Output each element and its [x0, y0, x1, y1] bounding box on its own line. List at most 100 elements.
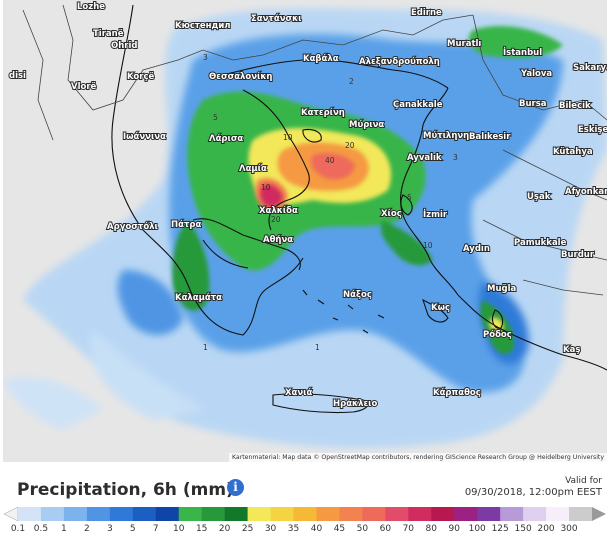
place-label: Χανιά [285, 388, 312, 398]
colorbar-tick-label: 20 [218, 524, 231, 534]
colorbar-swatch [86, 507, 111, 521]
contour-label: 1 [315, 343, 320, 352]
colorbar-swatch [569, 507, 593, 521]
info-icon[interactable]: i [227, 479, 244, 496]
colorbar-swatch [247, 507, 272, 521]
place-label: Λάρισα [209, 134, 243, 144]
place-label: Καβάλα [303, 54, 339, 64]
colorbar-tick-label: 45 [333, 524, 346, 534]
colorbar-tick-label: 15 [195, 524, 208, 534]
place-label: Kütahya [553, 147, 593, 157]
place-label: Tiranë [93, 29, 124, 39]
colorbar-tick-label: 0.5 [33, 524, 49, 534]
colorbar-swatch [546, 507, 570, 521]
place-label: Ayvalık [407, 153, 442, 163]
colorbar-swatch [454, 507, 478, 521]
colorbar-tick-label: 2 [84, 524, 90, 534]
place-label: Lozhe [77, 2, 105, 12]
country-borders [22, 4, 607, 296]
place-label: Αλεξανδρούπολη [359, 57, 440, 67]
place-label: Μύτιληνη [423, 131, 469, 141]
contour-label: 20 [271, 215, 281, 224]
contour-labels: 10 20 40 20 10 5 3 2 1 10 5 3 1 [203, 53, 458, 352]
place-label: Θεσσαλονίκη [209, 71, 272, 82]
place-label: İstanbul [503, 47, 542, 58]
contour-label: 10 [283, 133, 293, 142]
colorbar-swatch [40, 507, 65, 521]
colorbar-swatch [316, 507, 340, 521]
colorbar-tick-label: 10 [172, 524, 185, 534]
colorbar-swatch [500, 507, 524, 521]
colorbar-swatch [201, 507, 226, 521]
place-label: Çanakkale [393, 100, 443, 110]
place-label: Καλαμάτα [175, 293, 222, 303]
colorbar-min-arrow [4, 507, 19, 521]
place-label: Ρόδος [483, 329, 512, 340]
place-label: Λαμία [239, 163, 267, 174]
colorbar-tick-label: 200 [537, 524, 555, 534]
contour-label: 5 [407, 193, 412, 202]
place-label: Bursa [519, 99, 547, 109]
contour-label: 10 [261, 183, 271, 192]
contour-label: 5 [213, 113, 218, 122]
place-label: Muratlı [447, 39, 481, 49]
place-label: Aydın [463, 244, 490, 254]
colorbar-tick-label: 7 [152, 524, 159, 534]
precipitation-map[interactable]: 10 20 40 20 10 5 3 2 1 10 5 3 1 Lozhe Tiranë Ohrid Korç… [3, 0, 607, 462]
colorbar-swatch [178, 507, 203, 521]
colorbar-tick-label: 40 [310, 524, 323, 534]
place-label: Burdur [561, 250, 595, 260]
place-label: Χίος [381, 208, 402, 219]
colorbar-swatch [109, 507, 134, 521]
colorbar-max-arrow [592, 507, 606, 521]
colorbar-tick-label: 25 [241, 524, 254, 534]
colorbar-tick-label: 5 [129, 524, 136, 534]
colorbar-tick-label: 300 [560, 524, 578, 534]
place-label: Eskişehir [578, 125, 607, 135]
place-label: Muğla [487, 284, 517, 294]
colorbar-swatch [431, 507, 455, 521]
colorbar-tick-label: 100 [468, 524, 486, 534]
contour-label: 3 [203, 53, 208, 62]
contour-label: 3 [453, 153, 458, 162]
colorbar-tick-label: 80 [425, 524, 437, 534]
place-label: Κατερίνη [301, 107, 345, 118]
colorbar-swatch [63, 507, 88, 521]
place-label: Αργοστόλι [107, 221, 158, 232]
place-label: Νάξος [343, 290, 372, 300]
colorbar-tick-label: 150 [514, 524, 532, 534]
colorbar-swatch [385, 507, 409, 521]
map-attribution: Kartenmaterial: Map data © OpenStreetMap… [228, 453, 607, 462]
coastlines [111, 4, 607, 414]
precipitation-colorbar [4, 507, 606, 521]
colorbar-swatch [270, 507, 295, 521]
precip-layer-red [260, 153, 504, 332]
place-label: Pamukkale [514, 238, 567, 248]
place-label: Ιωάννινα [123, 132, 166, 142]
colorbar-ticks: 0.1 0.5 1 2 3 5 7 10 15 20 25 30 35 40 45 50 60 70 80 90 100… [0, 524, 610, 538]
place-label: disi [9, 71, 26, 81]
colorbar-tick-label: 70 [402, 524, 415, 534]
map-canvas[interactable]: 10 20 40 20 10 5 3 2 1 10 5 3 1 Lozhe Tiranë Ohrid Korç… [3, 0, 607, 462]
contour-label: 2 [349, 77, 354, 86]
colorbar-swatch [362, 507, 386, 521]
place-labels: Lozhe Tiranë Ohrid Korçë Vlorë Σαντάνσκι Κюсте… [8, 1, 607, 410]
colorbar-tick-label: 1 [61, 524, 67, 534]
colorbar-swatch [523, 507, 547, 521]
contour-label: 1 [203, 343, 208, 352]
place-label: Πάτρα [171, 220, 201, 230]
colorbar-swatch [224, 507, 249, 521]
place-label: Sakarya [573, 63, 607, 73]
place-label: Αθήνα [263, 235, 293, 245]
colorbar-swatch [477, 507, 501, 521]
colorbar-swatch [155, 507, 180, 521]
place-label: Yalova [520, 69, 552, 79]
contour-label: 10 [423, 241, 433, 250]
place-label: Ηράκλειο [333, 399, 377, 409]
colorbar-swatch [18, 507, 42, 521]
valid-time-value: 09/30/2018, 12:00pm EEST [464, 487, 602, 498]
place-label: Ohrid [111, 41, 137, 51]
place-label: Vlorë [71, 82, 97, 92]
colorbar-tick-label: 125 [491, 524, 509, 534]
place-label: Afyonkarahisar [565, 187, 607, 197]
